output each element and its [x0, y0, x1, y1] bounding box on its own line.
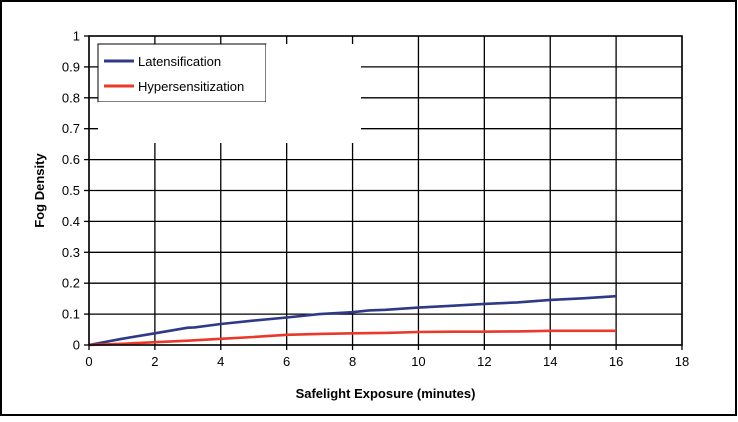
legend: Latensification Hypersensitization [97, 43, 361, 143]
series-line [88, 329, 617, 347]
legend-mask [98, 102, 267, 143]
y-tick-label: 0.9 [62, 59, 80, 74]
y-tick-label: 1 [73, 29, 80, 44]
x-tick-label: 18 [675, 354, 689, 369]
y-tick-label: 0.7 [62, 121, 80, 136]
x-tick-label: 12 [477, 354, 491, 369]
legend-label: Latensification [138, 54, 221, 69]
x-tick-labels: 0 2 4 6 8 10 12 14 16 18 [85, 354, 689, 369]
y-tick-label: 0.8 [62, 90, 80, 105]
x-tick-label: 10 [411, 354, 425, 369]
x-tick-label: 16 [609, 354, 623, 369]
x-tick-label: 6 [283, 354, 290, 369]
x-tick-label: 4 [217, 354, 224, 369]
x-tick-label: 14 [543, 354, 557, 369]
y-tick-labels: 0 0.1 0.2 0.3 0.4 0.5 0.6 0.7 0.8 0.9 1 [62, 29, 80, 353]
y-tick-label: 0.1 [62, 307, 80, 322]
y-tick-label: 0.2 [62, 276, 80, 291]
y-axis-title: Fog Density [32, 153, 47, 228]
y-tick-label: 0.3 [62, 245, 80, 260]
y-tick-label: 0 [73, 338, 80, 353]
x-tick-label: 8 [349, 354, 356, 369]
x-axis-title: Safelight Exposure (minutes) [296, 386, 476, 401]
x-tick-label: 2 [151, 354, 158, 369]
legend-mask [266, 44, 361, 143]
tick-marks [84, 35, 683, 350]
y-tick-label: 0.6 [62, 152, 80, 167]
series-lines [88, 294, 617, 347]
legend-label: Hypersensitization [138, 79, 244, 94]
y-tick-label: 0.5 [62, 183, 80, 198]
y-tick-label: 0.4 [62, 214, 80, 229]
x-tick-label: 0 [85, 354, 92, 369]
series-line [88, 294, 617, 347]
